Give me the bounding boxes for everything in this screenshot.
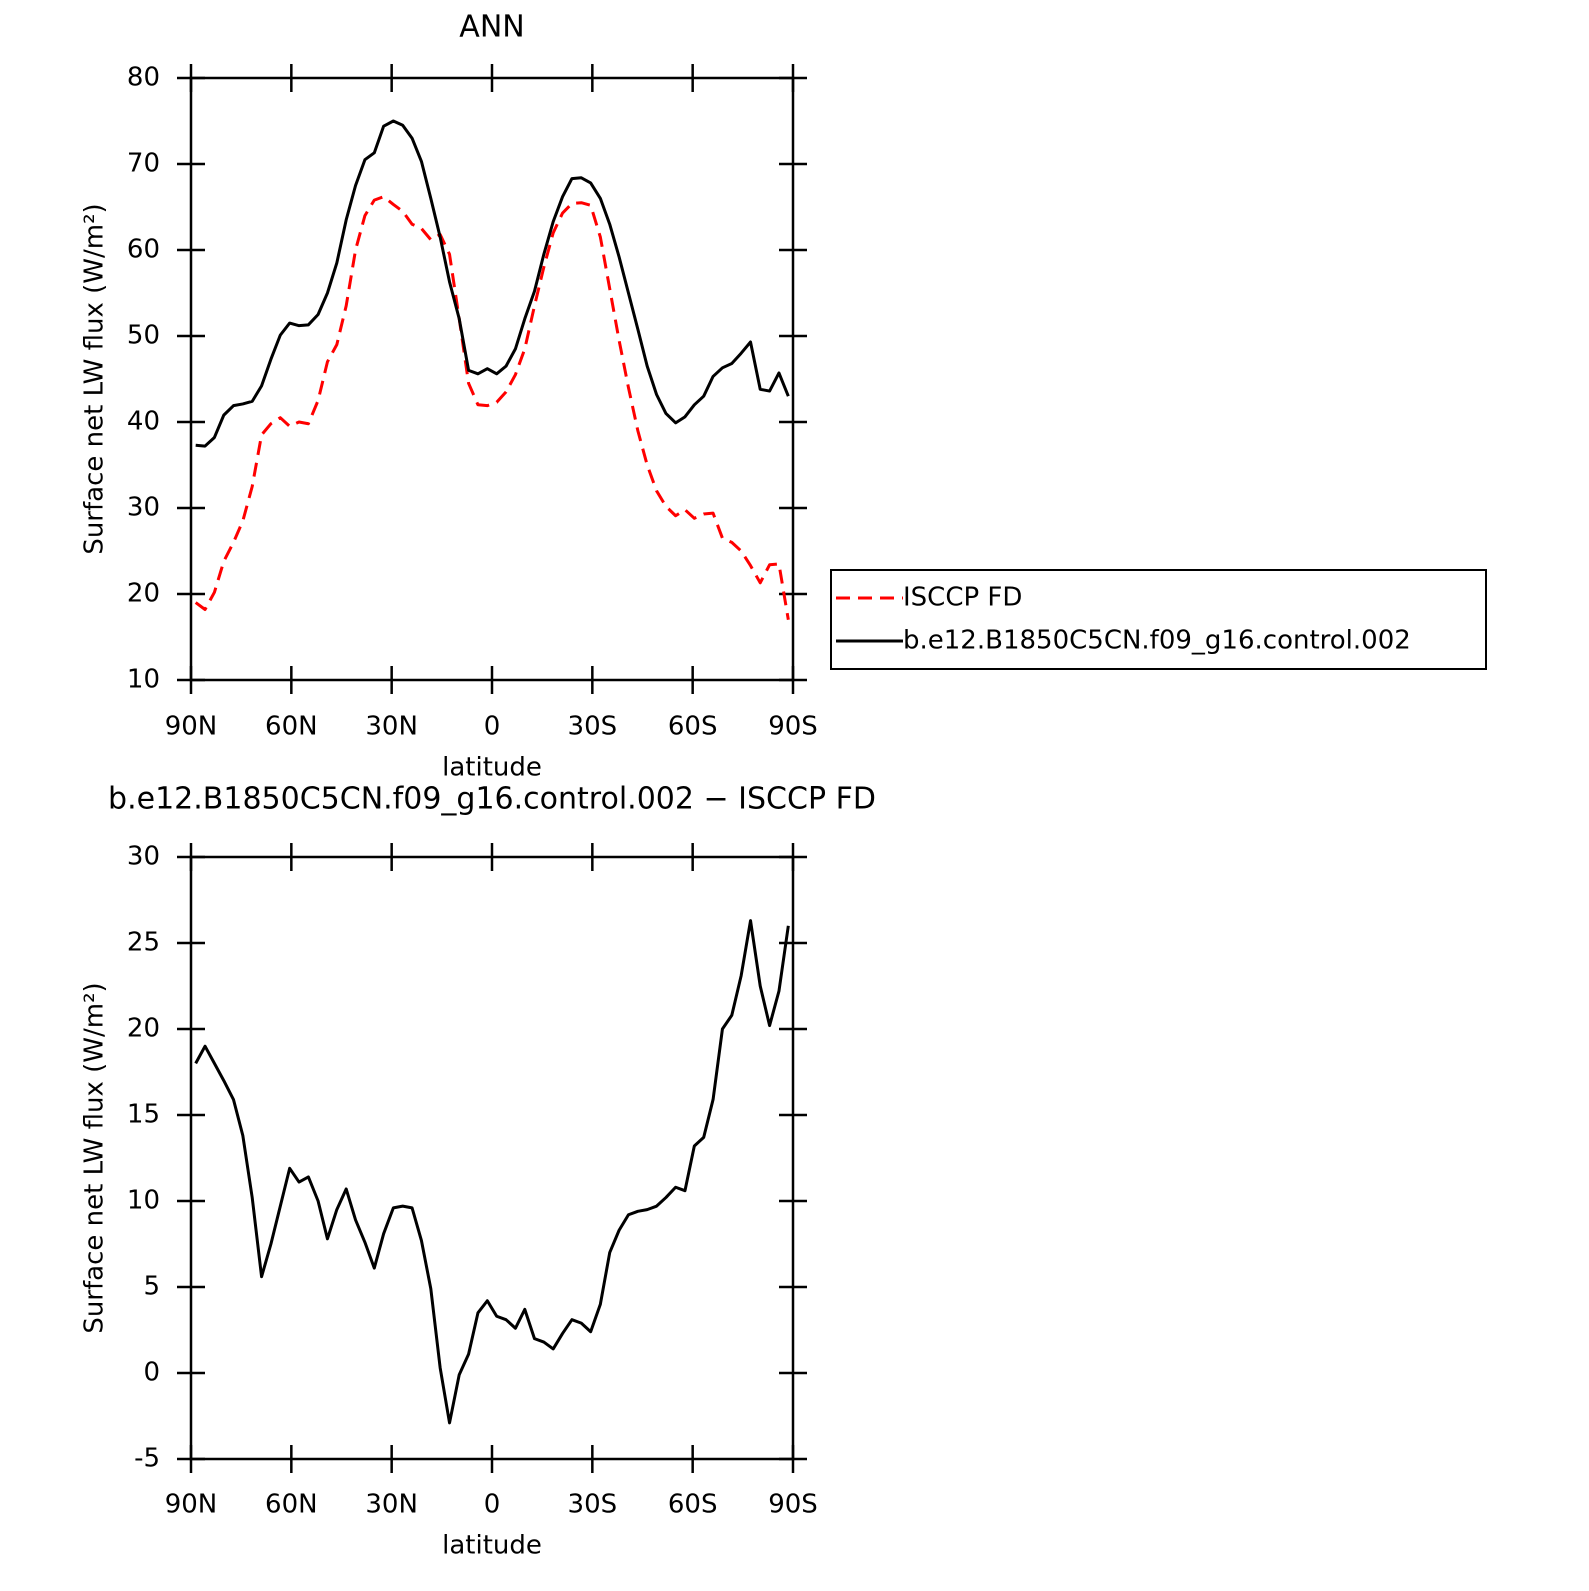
x-tick-label: 90N [165, 712, 218, 742]
plot-frame [189, 76, 795, 682]
x-tick-label: 30N [365, 712, 418, 742]
chart-title: ANN [459, 10, 524, 45]
y-tick-label: 10 [127, 665, 160, 695]
y-axis-label: Surface net LW flux (W/m²) [80, 982, 110, 1333]
x-axis-label: latitude [442, 753, 542, 783]
y-tick-label: 25 [127, 928, 160, 958]
y-tick-label: 20 [127, 1014, 160, 1044]
y-tick-label: 30 [127, 842, 160, 872]
y-tick-label: 50 [127, 321, 160, 351]
x-tick-label: 0 [484, 712, 501, 742]
data-line [195, 119, 790, 448]
y-tick-label: 20 [127, 579, 160, 609]
data-line [194, 195, 790, 621]
x-tick-label: 60N [265, 712, 318, 742]
x-tick-label: 60S [668, 1490, 718, 1520]
y-tick-label: 5 [143, 1272, 160, 1302]
y-tick-label: 15 [127, 1100, 160, 1130]
plot-frame [189, 855, 795, 1461]
y-tick-label: 0 [143, 1358, 160, 1388]
y-tick-label: 70 [127, 149, 160, 179]
x-tick-label: 0 [484, 1490, 501, 1520]
x-tick-label: 60S [668, 712, 718, 742]
legend-label: b.e12.B1850C5CN.f09_g16.control.002 [903, 626, 1411, 656]
y-tick-label: 30 [127, 493, 160, 523]
x-tick-label: 90S [768, 1490, 818, 1520]
x-axis-label: latitude [442, 1531, 542, 1561]
data-line [194, 919, 790, 1425]
y-tick-label: 40 [127, 407, 160, 437]
legend-box [830, 569, 1487, 670]
y-tick-label: 10 [127, 1186, 160, 1216]
x-tick-label: 30N [365, 1490, 418, 1520]
legend-label: ISCCP FD [903, 583, 1022, 613]
y-axis-label: Surface net LW flux (W/m²) [80, 203, 110, 554]
x-tick-label: 90S [768, 712, 818, 742]
y-tick-label: 80 [127, 63, 160, 93]
y-tick-label: 60 [127, 235, 160, 265]
chart-title: b.e12.B1850C5CN.f09_g16.control.002 − IS… [108, 782, 876, 817]
x-tick-label: 30S [568, 712, 618, 742]
y-tick-label: -5 [134, 1444, 160, 1474]
x-tick-label: 60N [265, 1490, 318, 1520]
x-tick-label: 90N [165, 1490, 218, 1520]
x-tick-label: 30S [568, 1490, 618, 1520]
